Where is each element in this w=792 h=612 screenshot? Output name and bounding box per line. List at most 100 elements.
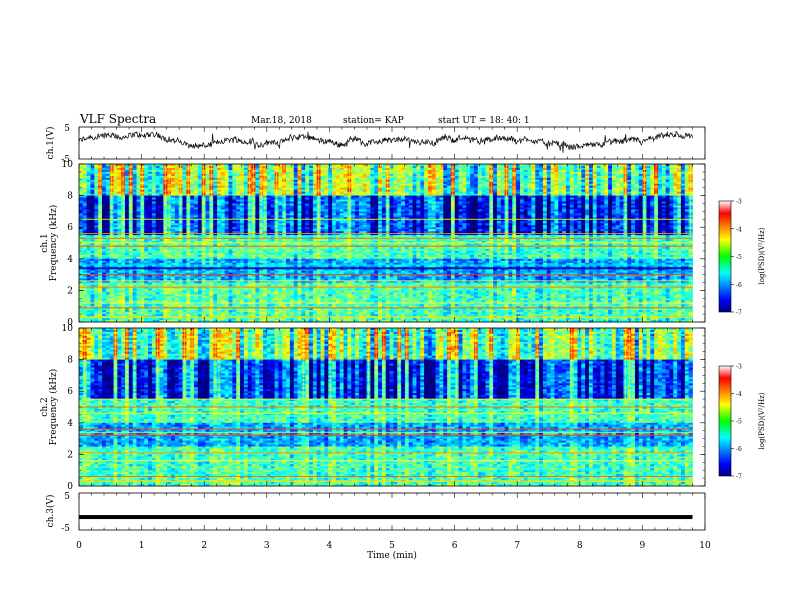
spectrogram-cell	[86, 205, 91, 208]
spectrogram-cell	[611, 164, 617, 167]
spectrogram-cell	[481, 199, 486, 202]
spectrogram-cell	[539, 179, 544, 183]
spectrogram-cell	[550, 167, 555, 171]
spectrogram-cell	[94, 199, 99, 202]
spectrogram-cell	[500, 164, 505, 167]
spectrogram-cell	[684, 177, 690, 181]
spectrogram-cell	[324, 167, 329, 171]
spectrogram-cell	[102, 207, 107, 210]
spectrogram-cell	[174, 199, 180, 202]
spectrogram-cell	[205, 177, 210, 181]
spectrogram-cell	[420, 179, 425, 183]
spectrogram-cell	[447, 165, 452, 169]
spectrogram-cell	[148, 171, 153, 175]
spectrogram-cell	[473, 181, 479, 185]
spectrogram-cell	[351, 193, 356, 197]
spectrogram-cell	[117, 211, 122, 214]
spectrogram-cell	[408, 173, 413, 177]
spectrogram-cell	[86, 179, 91, 183]
spectrogram-cell	[680, 203, 686, 206]
spectrogram-cell	[301, 197, 306, 200]
spectrogram-cell	[86, 175, 91, 179]
spectrogram-cell	[431, 171, 436, 175]
spectrogram-cell	[496, 205, 502, 208]
spectrogram-cell	[588, 207, 594, 210]
spectrogram-cell	[213, 175, 218, 179]
spectrogram-cell	[550, 181, 555, 185]
spectrogram-cell	[194, 189, 199, 193]
spectrogram-cell	[634, 175, 640, 179]
spectrogram-cell	[174, 183, 180, 187]
spectrogram-cell	[473, 187, 479, 191]
spectrogram-cell	[171, 169, 176, 173]
spectrogram-cell	[481, 173, 486, 177]
spectrogram-cell	[243, 183, 249, 187]
spectrogram-cell	[328, 173, 333, 177]
spectrogram-cell	[523, 191, 528, 195]
spectrogram-cell	[358, 187, 364, 191]
spectrogram-cell	[600, 191, 605, 195]
spectrogram-cell	[151, 189, 157, 193]
spectrogram-cell	[232, 164, 237, 167]
spectrogram-cell	[213, 203, 218, 206]
spectrogram-cell	[320, 165, 325, 169]
spectrogram-cell	[619, 189, 624, 193]
spectrogram-cell	[439, 189, 444, 193]
spectrogram-cell	[657, 181, 663, 185]
spectrogram-cell	[117, 179, 122, 183]
spectrogram-cell	[531, 193, 536, 197]
spectrogram-cell	[680, 173, 686, 177]
spectrogram-cell	[243, 191, 249, 195]
spectrogram-cell	[102, 183, 107, 187]
spectrogram-cell	[301, 189, 306, 193]
spectrogram-cell	[136, 199, 141, 202]
spectrogram-cell	[190, 195, 195, 198]
spectrogram-cell	[213, 211, 218, 214]
spectrogram-cell	[190, 175, 195, 179]
spectrogram-cell	[182, 187, 187, 191]
spectrogram-cell	[351, 205, 356, 208]
spectrogram-cell	[508, 164, 513, 167]
spectrogram-cell	[535, 177, 540, 181]
spectrogram-cell	[232, 197, 237, 200]
spectrogram-cell	[634, 169, 640, 173]
spectrogram-cell	[86, 199, 91, 202]
spectrogram-cell	[420, 195, 425, 198]
spectrogram-cell	[550, 205, 555, 208]
spectrogram-cell	[424, 203, 429, 206]
spectrogram-cell	[619, 193, 624, 197]
spectrogram-cell	[270, 164, 275, 167]
spectrogram-cell	[531, 183, 536, 187]
spectrogram-cell	[427, 193, 433, 197]
spectrogram-cell	[627, 189, 632, 193]
spectrogram-cell	[320, 207, 325, 210]
spectrogram-cell	[657, 189, 663, 193]
spectrogram-cell	[224, 167, 229, 171]
spectrogram-cell	[539, 167, 544, 171]
spectrogram-cell	[358, 201, 364, 204]
spectrogram-cell	[431, 185, 436, 189]
spectrogram-cell	[90, 177, 95, 181]
spectrogram-cell	[324, 201, 329, 204]
spectrogram-cell	[351, 211, 356, 214]
spectrogram-cell	[194, 185, 199, 189]
spectrogram-cell	[611, 207, 617, 210]
spectrogram-cell	[565, 181, 571, 185]
spectrogram-cell	[527, 169, 532, 173]
spectrogram-cell	[619, 195, 624, 198]
spectrogram-cell	[427, 179, 433, 183]
spectrogram-cell	[328, 193, 333, 197]
spectrogram-cell	[374, 179, 379, 183]
spectrogram-cell	[500, 165, 505, 169]
spectrogram-cell	[496, 171, 502, 175]
spectrogram-cell	[278, 175, 283, 179]
spectrogram-cell	[312, 181, 318, 185]
spectrogram-cell	[416, 207, 421, 210]
spectrogram-cell	[220, 183, 226, 187]
spectrogram-cell	[220, 209, 226, 212]
spectrogram-cell	[473, 203, 479, 206]
spectrogram-cell	[174, 197, 180, 200]
spectrogram-cell	[481, 167, 486, 171]
spectrogram-cell	[362, 195, 367, 198]
